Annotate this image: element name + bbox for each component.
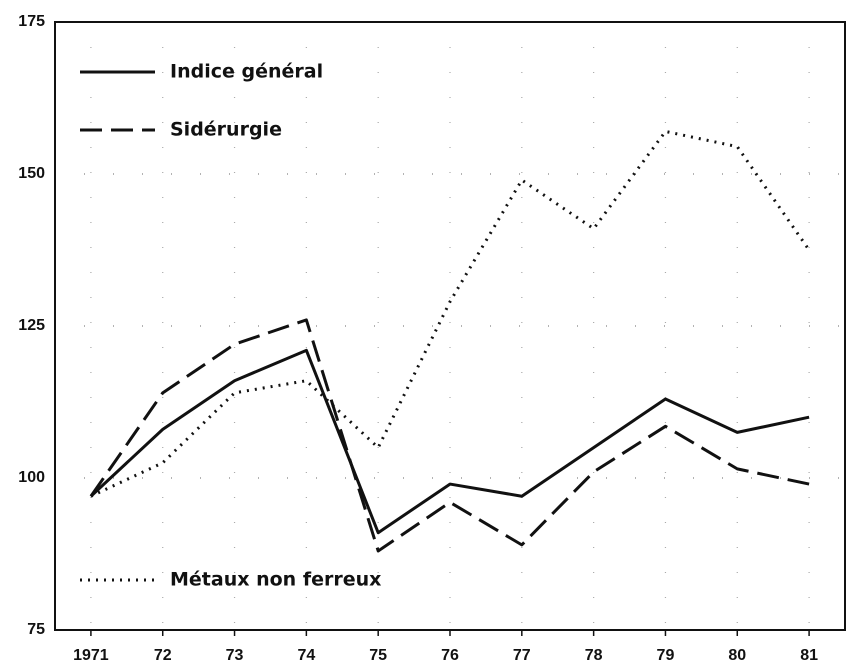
y-tick-label: 125 <box>18 317 45 334</box>
x-tick-label: 77 <box>513 647 531 664</box>
legend-label: Sidérurgie <box>170 119 282 141</box>
x-tick-label: 80 <box>728 647 746 664</box>
x-tick-label: 79 <box>657 647 675 664</box>
x-tick-label: 73 <box>226 647 244 664</box>
x-tick-label: 81 <box>800 647 818 664</box>
series-line <box>90 129 811 498</box>
series-line <box>89 348 810 535</box>
y-tick-label: 100 <box>18 469 45 486</box>
series-line <box>89 318 810 553</box>
plot-frame <box>54 21 846 631</box>
x-tick-label: 75 <box>369 647 387 664</box>
x-tick-label: 76 <box>441 647 459 664</box>
x-tick-label: 74 <box>297 647 315 664</box>
y-tick-label: 175 <box>18 13 45 30</box>
legend-label: Métaux non ferreux <box>170 569 381 591</box>
y-tick-label: 75 <box>27 621 45 638</box>
x-tick-label: 1971 <box>73 647 109 664</box>
x-tick-label: 72 <box>154 647 172 664</box>
y-tick-label: 150 <box>18 165 45 182</box>
legend-label: Indice général <box>170 61 323 83</box>
x-tick-label: 78 <box>585 647 603 664</box>
